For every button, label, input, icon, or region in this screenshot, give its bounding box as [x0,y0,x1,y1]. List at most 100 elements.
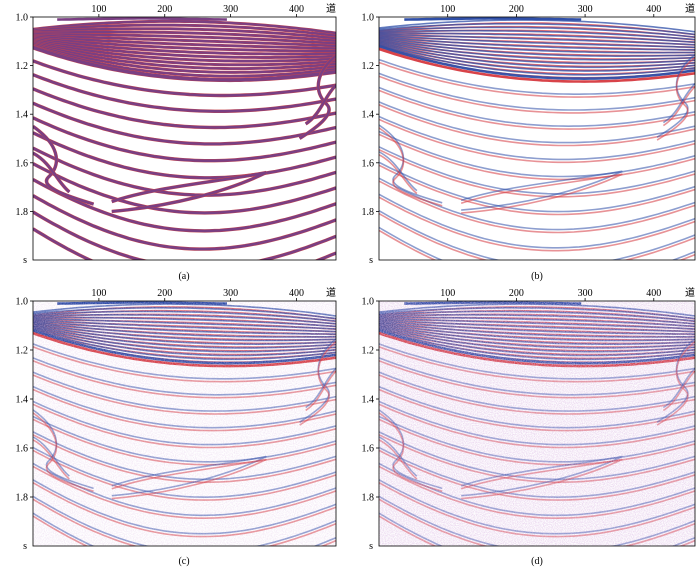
reflector [33,33,336,45]
x-tick-label: 300 [578,4,593,15]
x-tick-label: 100 [91,288,106,299]
y-tick-label: 1.6 [16,158,29,169]
reflector [379,58,695,98]
reflector-positive [379,148,695,198]
panel-d-x-ticks: 100 200 300 400 道 [440,286,695,301]
reflector [379,193,695,252]
y-tick-label: 1.2 [16,346,29,357]
reflector-negative [379,151,418,192]
panel-b: 100 200 300 400 道 1.0 1.2 1.4 1.6 1.8 s (b) [362,2,696,282]
reflector-negative [379,23,695,36]
top-reflector [57,17,227,21]
x-tick-label: 100 [91,4,106,15]
reflector-positive [662,86,695,127]
reflector-positive [379,212,695,260]
reflector-negative [379,40,695,65]
random-noise [33,301,336,546]
x-tick-label: 200 [157,4,172,15]
y-tick-label: 1.4 [16,395,29,406]
reflector-negative [379,226,695,260]
reflector-negative [379,44,695,81]
reflector [379,115,695,164]
reflector [33,59,336,97]
reflector [379,130,695,181]
reflector-negative [379,29,695,41]
reflector [379,72,695,114]
reflector [33,37,336,56]
reflector [379,124,443,207]
reflector [379,226,695,260]
reflector-negative [379,124,443,204]
reflector-positive [379,229,695,260]
panel-c-caption: (c) [178,556,189,567]
reflector-positive [379,47,695,83]
panel-a-frame [32,16,337,261]
y-tick-label: 1.8 [16,207,29,218]
panel-b-frame [378,16,696,261]
reflector-negative [379,33,695,46]
reflector [33,125,94,206]
reflector [111,171,267,213]
x-tick-label: 300 [223,4,238,15]
reflector [33,146,336,197]
reflector-negative [379,146,695,195]
panel-a-y-ticks: 1.0 1.2 1.4 1.6 1.8 s [16,13,33,266]
reflector [379,86,695,130]
y-tick-label: 1.2 [362,346,375,357]
reflector-negative [379,115,695,161]
reflector-positive [379,127,443,207]
top-reflector [404,17,582,21]
panel-b-caption: (b) [531,271,543,282]
panel-c-y-ticks: 1.0 1.2 1.4 1.6 1.8 s [16,297,33,552]
reflector-negative [379,41,695,69]
y-tick-label: 1.6 [362,444,375,455]
reflector [33,227,336,260]
reflector [33,102,336,146]
reflector [379,151,418,195]
y-axis-unit: s [369,541,373,552]
panel-b-x-ticks: 100 200 300 400 道 [440,2,695,17]
reflector [379,161,695,216]
y-tick-label: 1.0 [16,13,29,24]
reflector-negative [379,38,695,58]
reflector [379,44,695,83]
reflector [33,73,336,113]
random-noise [379,301,695,546]
x-tick-label: 200 [509,4,524,15]
y-axis-unit: s [23,255,27,266]
reflector [656,53,695,141]
y-tick-label: 1.6 [16,444,29,455]
reflector [33,24,336,37]
reflector-positive [379,104,695,147]
reflector [33,36,336,53]
x-tick-label: 300 [578,288,593,299]
y-tick-label: 1.4 [362,395,375,406]
reflector [33,162,336,215]
reflector-positive [379,118,695,164]
reflector-negative [379,210,695,260]
reflector-negative [379,58,695,96]
reflector-positive [460,173,623,214]
x-tick-label: 400 [646,288,661,299]
y-tick-label: 1.8 [362,207,375,218]
x-tick-label: 200 [509,288,524,299]
reflector [33,178,336,233]
reflector-positive [379,153,418,195]
reflector [298,54,336,140]
y-tick-label: 1.0 [362,13,375,24]
x-tick-label: 100 [440,288,455,299]
reflector-positive [379,133,695,181]
reflector-negative [379,36,695,54]
reflector [33,27,336,40]
reflector-negative [379,39,695,61]
reflector-negative [379,72,695,111]
panel-d-y-ticks: 1.0 1.2 1.4 1.6 1.8 s [362,297,379,552]
reflector-negative [379,32,695,43]
reflector-negative [379,26,695,38]
reflector-positive [379,180,695,234]
y-tick-label: 1.8 [16,493,29,504]
x-axis-unit: 道 [685,2,695,15]
y-tick-label: 1.4 [362,110,375,121]
reflector [33,40,336,63]
panel-d-caption: (d) [531,556,543,567]
